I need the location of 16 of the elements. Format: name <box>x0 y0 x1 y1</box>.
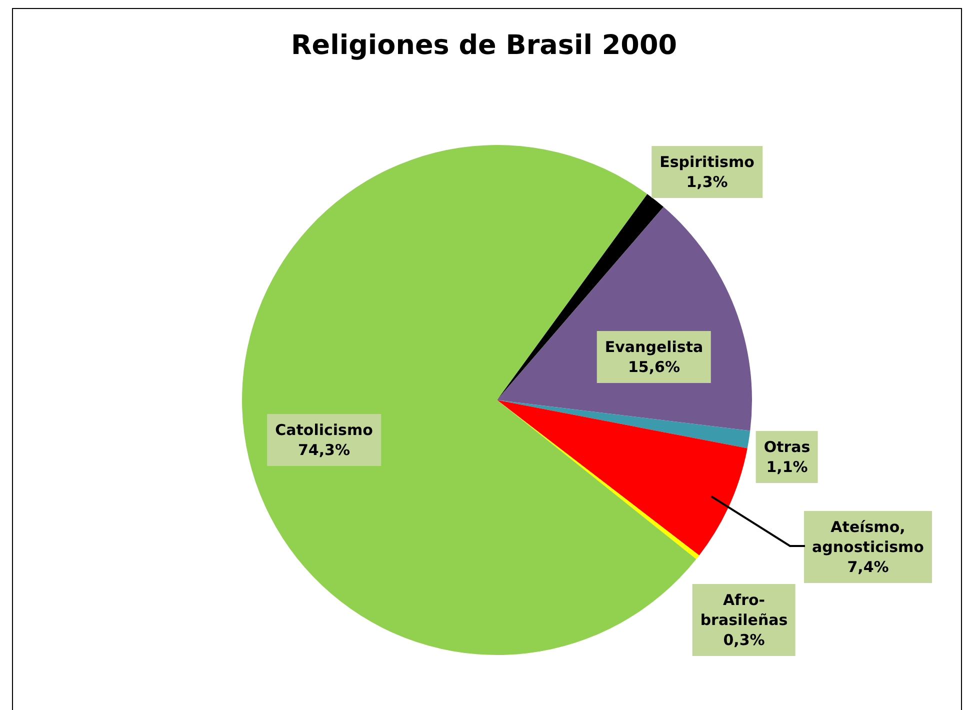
pie-slice <box>497 400 748 556</box>
slice-label: Espiritismo <box>660 153 754 171</box>
data-label: 15,6% <box>628 358 680 376</box>
slice-label: Catolicismo <box>275 421 373 439</box>
slice-label: Ateísmo, agnosticismo <box>812 518 924 556</box>
pie-slice <box>497 400 750 448</box>
data-label: 0,3% <box>723 631 765 649</box>
data-label: 1,3% <box>686 173 728 191</box>
data-label: 74,3% <box>298 441 350 459</box>
slice-label: Afro-brasileñas <box>700 591 788 629</box>
slice-label: Otras <box>764 438 810 456</box>
pie-slice <box>497 400 700 560</box>
chart-title: Religiones de Brasil 2000 <box>290 30 678 61</box>
slice-label: Evangelista <box>604 338 704 356</box>
data-label: 7,4% <box>847 558 889 576</box>
data-label: 1,1% <box>766 458 808 476</box>
